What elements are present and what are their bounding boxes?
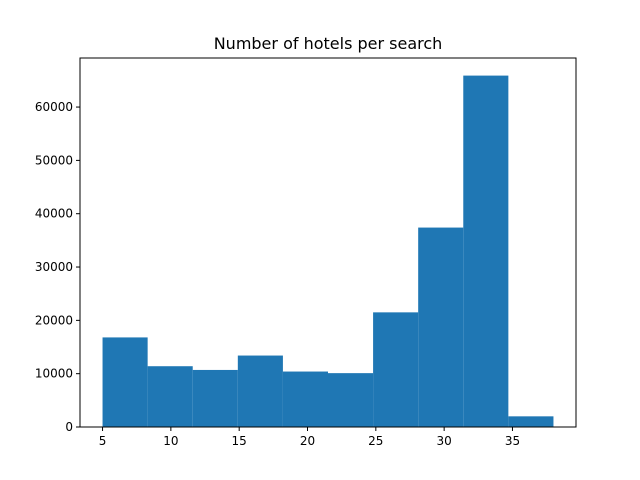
histogram-bar-3 (237, 355, 283, 427)
histogram-bar-8 (463, 75, 509, 428)
y-axis: 0 10000 20000 30000 40000 50000 60000 (35, 100, 80, 434)
y-tick-label: 20000 (35, 313, 73, 327)
histogram-bar-7 (418, 227, 464, 427)
x-tick-label: 25 (368, 434, 383, 448)
plot-frame (79, 57, 577, 428)
y-tick-label: 50000 (35, 153, 73, 167)
y-tick-label: 40000 (35, 207, 73, 221)
y-tick-label: 10000 (35, 367, 73, 381)
y-tick-label: 60000 (35, 100, 73, 114)
histogram-bar-1 (147, 366, 193, 427)
histogram-bar-2 (192, 369, 238, 427)
chart-title: Number of hotels per search (214, 34, 443, 53)
histogram-bar-0 (102, 337, 148, 427)
bars-group (102, 75, 554, 428)
y-tick-label: 0 (65, 420, 73, 434)
histogram-bar-5 (328, 373, 374, 427)
x-tick-label: 15 (232, 434, 247, 448)
x-tick-label: 20 (300, 434, 315, 448)
x-axis: 5 10 15 20 25 30 35 (99, 427, 520, 448)
x-tick-label: 30 (437, 434, 452, 448)
y-tick-label: 30000 (35, 260, 73, 274)
histogram-bar-9 (508, 416, 554, 427)
x-tick-label: 35 (505, 434, 520, 448)
histogram-bar-4 (282, 371, 328, 427)
x-tick-label: 10 (163, 434, 178, 448)
histogram-bar-6 (373, 312, 419, 427)
x-tick-label: 5 (99, 434, 107, 448)
